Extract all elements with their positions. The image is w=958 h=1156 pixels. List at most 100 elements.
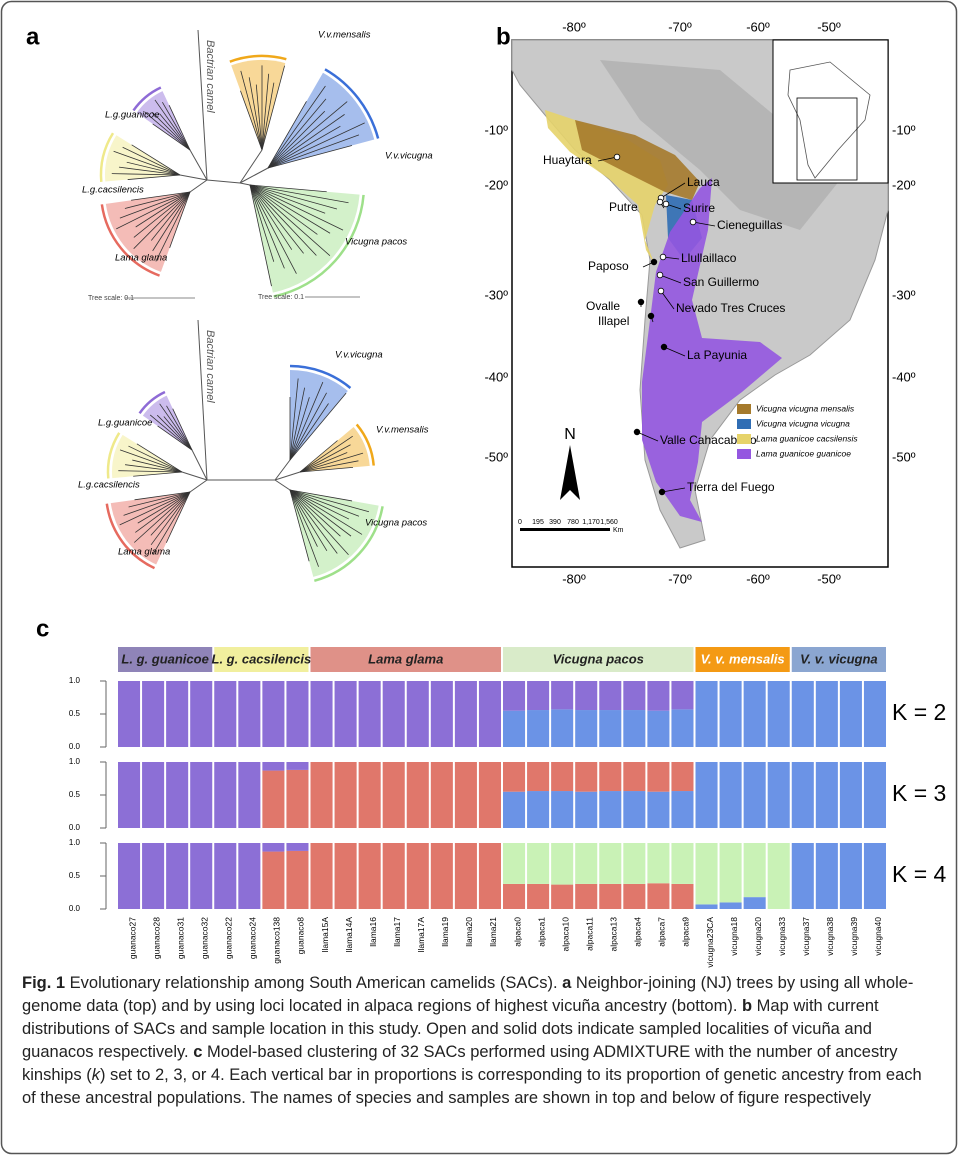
ancestry-segment <box>671 884 693 909</box>
sample-label: alpaca0 <box>512 917 522 947</box>
place-label: Cieneguillas <box>717 218 782 232</box>
scale-unit: Km <box>613 527 624 534</box>
ancestry-segment <box>720 902 742 909</box>
sample-label: vicugna39 <box>849 917 859 956</box>
lat-tick-label: -40º <box>892 369 916 384</box>
figure-page: abcBactrian camelL.g.guanicoeL.g.cacsile… <box>0 0 958 1156</box>
group-label: L. g. guanicoe <box>121 651 208 666</box>
panel-label: b <box>496 23 511 50</box>
ancestry-segment <box>238 681 260 747</box>
sample-label: alpaca10 <box>560 917 570 952</box>
map-inset <box>773 40 888 183</box>
place-label: Ovalle <box>586 299 620 313</box>
tree-branch <box>190 480 207 492</box>
place-label: Illapel <box>598 314 629 328</box>
ancestry-segment <box>262 762 284 771</box>
ancestry-segment <box>335 762 357 828</box>
place-dot <box>690 219 696 225</box>
ancestry-segment <box>262 852 284 909</box>
ancestry-segment <box>768 843 790 909</box>
place-dot <box>659 489 665 495</box>
ancestry-segment <box>696 681 718 747</box>
ancestry-segment <box>142 681 164 747</box>
ancestry-segment <box>864 762 886 828</box>
ancestry-segment <box>479 681 501 747</box>
ancestry-segment <box>744 843 766 897</box>
legend-swatch <box>737 404 751 414</box>
ancestry-segment <box>768 681 790 747</box>
place-label: Lauca <box>687 175 720 189</box>
place-dot <box>651 259 657 265</box>
lon-tick-label: -80º <box>562 571 586 586</box>
sample-label: vicugna18 <box>729 917 739 956</box>
clade-label: Vicugna pacos <box>365 518 427 529</box>
caption-italic: k <box>92 1066 100 1084</box>
outgroup-label: Bactrian camel <box>204 40 216 113</box>
ancestry-segment <box>647 711 669 747</box>
ancestry-segment <box>599 710 621 747</box>
ancestry-segment <box>359 762 381 828</box>
clade-label: L.g.guanicoe <box>98 418 152 429</box>
sample-label: llama17 <box>392 917 402 947</box>
ancestry-segment <box>647 792 669 828</box>
ancestry-segment <box>720 681 742 747</box>
ancestry-segment <box>599 681 621 710</box>
group-label: Vicugna pacos <box>553 651 644 666</box>
y-tick-label: 1.0 <box>69 676 81 685</box>
sample-label: guanaco27 <box>127 917 137 959</box>
tree-branch <box>190 180 207 192</box>
ancestry-segment <box>214 681 236 747</box>
ancestry-segment <box>479 843 501 909</box>
tree-scale: Tree scale: 0.1 <box>258 294 304 301</box>
ancestry-segment <box>431 762 453 828</box>
scale-label: 390 <box>549 519 561 526</box>
place-label: Putre <box>609 200 638 214</box>
lon-tick-label: -50º <box>817 19 841 34</box>
ancestry-segment <box>527 791 549 828</box>
ancestry-segment <box>671 681 693 709</box>
sample-label: llama21 <box>488 917 498 947</box>
ancestry-segment <box>311 681 333 747</box>
clade-fan <box>290 490 379 577</box>
ancestry-segment <box>286 843 308 851</box>
north-label: N <box>564 426 576 443</box>
ancestry-segment <box>840 762 862 828</box>
ancestry-segment <box>335 843 357 909</box>
ancestry-segment <box>720 843 742 902</box>
sample-label: alpaca4 <box>633 917 643 947</box>
ancestry-segment <box>383 843 405 909</box>
lat-tick-label: -30º <box>484 287 508 302</box>
group-label: V. v. vicugna <box>800 651 878 666</box>
clade-label: L.g.cacsilencis <box>78 480 140 491</box>
legend-swatch <box>737 419 751 429</box>
ancestry-segment <box>744 897 766 909</box>
clade-label: L.g.guanicoe <box>105 110 159 121</box>
legend-label: Lama guanicoe guanicoe <box>756 448 851 458</box>
sample-label: llama20 <box>464 917 474 947</box>
legend-swatch <box>737 434 751 444</box>
sample-label: guanaco28 <box>151 917 161 959</box>
ancestry-segment <box>696 904 718 909</box>
lat-tick-label: -20º <box>892 177 916 192</box>
ancestry-segment <box>623 884 645 909</box>
caption: Fig. 1 Evolutionary relationship among S… <box>22 972 940 1110</box>
ancestry-segment <box>238 762 260 828</box>
clade-fan <box>137 91 190 150</box>
lon-tick-label: -80º <box>562 19 586 34</box>
place-dot <box>614 154 620 160</box>
ancestry-segment <box>768 762 790 828</box>
place-label: Paposo <box>588 259 629 273</box>
ancestry-segment <box>407 843 429 909</box>
sample-label: llama17A <box>416 917 426 953</box>
ancestry-segment <box>671 762 693 791</box>
ancestry-segment <box>864 843 886 909</box>
ancestry-segment <box>311 762 333 828</box>
ancestry-segment <box>190 843 212 909</box>
lat-tick-label: -50º <box>484 449 508 464</box>
ancestry-segment <box>118 681 140 747</box>
sample-label: vicugna37 <box>801 917 811 956</box>
k-label: K = 2 <box>892 699 946 725</box>
y-tick-label: 0.5 <box>69 709 81 718</box>
place-label: Huaytara <box>543 153 592 167</box>
y-tick-label: 1.0 <box>69 757 81 766</box>
